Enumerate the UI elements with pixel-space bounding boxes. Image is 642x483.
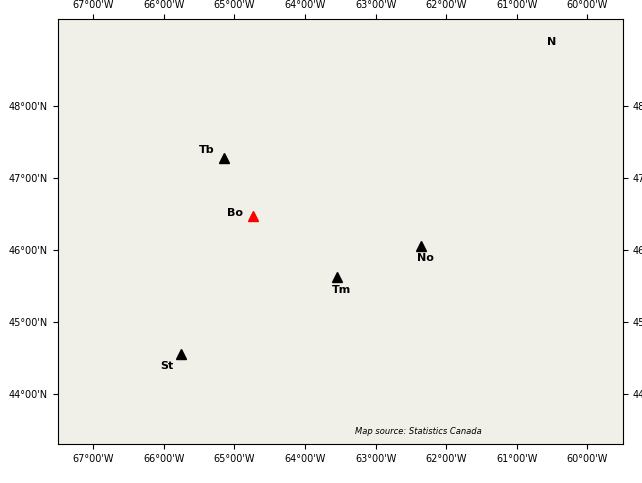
Text: Tm: Tm: [332, 285, 351, 295]
Text: N: N: [548, 37, 557, 46]
Text: No: No: [417, 253, 433, 263]
Text: Map source: Statistics Canada: Map source: Statistics Canada: [355, 426, 482, 436]
Text: Tb: Tb: [199, 144, 214, 155]
Text: Bo: Bo: [227, 208, 243, 218]
Text: St: St: [160, 361, 173, 371]
